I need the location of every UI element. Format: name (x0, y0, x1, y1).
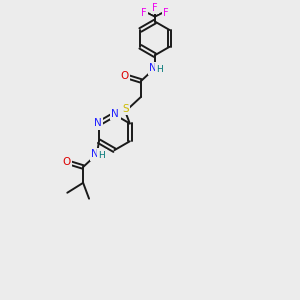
Text: H: H (98, 151, 105, 160)
Text: H: H (157, 64, 163, 74)
Text: N: N (91, 149, 99, 159)
Text: N: N (112, 109, 119, 118)
Text: O: O (120, 71, 128, 81)
Text: N: N (149, 63, 157, 73)
Text: F: F (163, 8, 169, 18)
Text: F: F (152, 3, 158, 13)
Text: F: F (141, 8, 147, 18)
Text: N: N (94, 118, 102, 128)
Text: O: O (62, 157, 70, 167)
Text: S: S (122, 103, 129, 114)
